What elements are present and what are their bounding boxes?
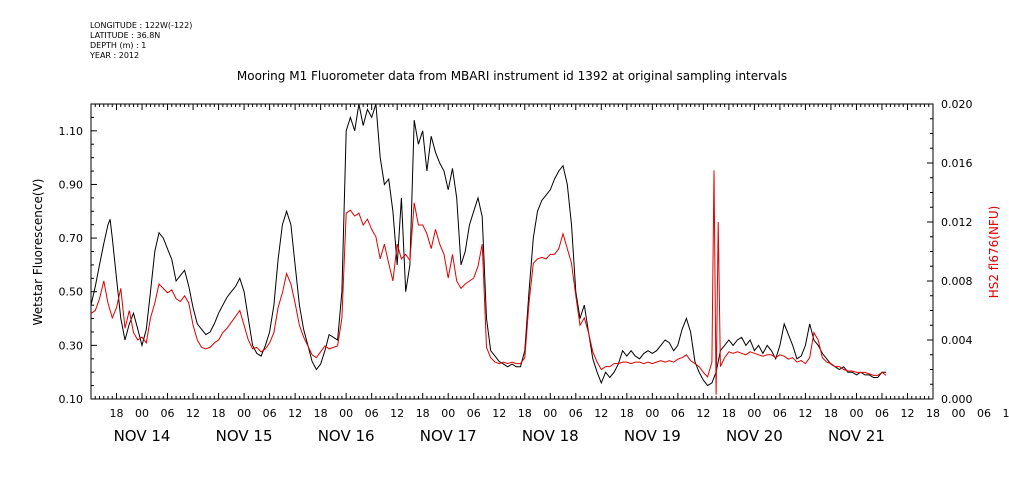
x-tick-label: 12 xyxy=(1003,407,1009,420)
x-tick-label: 18 xyxy=(926,407,940,420)
x-tick-label: 06 xyxy=(467,407,481,420)
x-tick-label: 06 xyxy=(977,407,991,420)
x-tick-label: 18 xyxy=(518,407,532,420)
y-left-tick-label: 0.10 xyxy=(59,393,84,406)
x-tick-label: 00 xyxy=(237,407,251,420)
x-tick-label: 00 xyxy=(849,407,863,420)
meta-latitude: LATITUDE : 36.8N xyxy=(90,31,161,40)
y-right-tick-label: 0.020 xyxy=(941,98,973,111)
x-tick-label: 12 xyxy=(186,407,200,420)
x-tick-label: 06 xyxy=(263,407,277,420)
x-tick-label: 18 xyxy=(416,407,430,420)
plot-frame xyxy=(90,103,934,400)
x-axis-labels: 18 00 06 12 18 00 06 12 18 00 06 12 18 00 06 12 18 00 06 12… xyxy=(110,407,1009,445)
x-tick-label: 18 xyxy=(212,407,226,420)
right-axis-labels: 0.000 0.004 0.008 0.012 0.016 0.020 xyxy=(941,98,973,406)
y-left-tick-label: 0.50 xyxy=(59,286,84,299)
x-tick-label: 00 xyxy=(543,407,557,420)
series-line-hs2 xyxy=(90,170,887,395)
x-tick-label: 18 xyxy=(110,407,124,420)
y-right-tick-label: 0.012 xyxy=(941,216,973,229)
y-left-tick-label: 0.90 xyxy=(59,178,84,191)
left-axis-title: Wetstar Fluorescence(V) xyxy=(31,179,45,326)
x-day-label: NOV 17 xyxy=(420,427,477,445)
x-day-label: NOV 20 xyxy=(726,427,783,445)
x-tick-label: 06 xyxy=(773,407,787,420)
x-tick-label: 06 xyxy=(365,407,379,420)
x-tick-label: 12 xyxy=(594,407,608,420)
meta-year: YEAR : 2012 xyxy=(90,51,140,60)
x-day-label: NOV 15 xyxy=(216,427,273,445)
x-tick-label: 12 xyxy=(390,407,404,420)
x-tick-label: 18 xyxy=(620,407,634,420)
y-right-tick-label: 0.004 xyxy=(941,334,973,347)
axis-ticks xyxy=(90,103,934,400)
right-axis-title: HS2 fl676(NFU) xyxy=(987,206,1001,299)
left-axis-labels: 0.10 0.30 0.50 0.70 0.90 1.10 xyxy=(59,125,84,406)
x-tick-label: 12 xyxy=(288,407,302,420)
x-tick-label: 18 xyxy=(314,407,328,420)
x-tick-label: 12 xyxy=(492,407,506,420)
x-day-label: NOV 14 xyxy=(114,427,171,445)
meta-longitude: LONGITUDE : 122W(-122) xyxy=(90,21,193,30)
y-right-tick-label: 0.008 xyxy=(941,275,973,288)
x-tick-label: 00 xyxy=(135,407,149,420)
x-tick-label: 12 xyxy=(900,407,914,420)
x-day-label: NOV 21 xyxy=(828,427,885,445)
chart-title: Mooring M1 Fluorometer data from MBARI i… xyxy=(237,69,787,83)
x-tick-label: 00 xyxy=(645,407,659,420)
y-left-tick-label: 1.10 xyxy=(59,125,84,138)
x-tick-label: 18 xyxy=(722,407,736,420)
y-right-tick-label: 0.000 xyxy=(941,393,973,406)
x-tick-label: 00 xyxy=(441,407,455,420)
x-tick-label: 06 xyxy=(671,407,685,420)
x-tick-label: 06 xyxy=(875,407,889,420)
x-tick-label: 12 xyxy=(696,407,710,420)
x-tick-label: 00 xyxy=(952,407,966,420)
x-tick-label: 06 xyxy=(161,407,175,420)
series-line-wetstar xyxy=(90,103,887,387)
metadata-block: LONGITUDE : 122W(-122) LATITUDE : 36.8N … xyxy=(90,21,192,61)
x-day-label: NOV 19 xyxy=(624,427,681,445)
x-tick-label: 00 xyxy=(339,407,353,420)
x-day-label: NOV 18 xyxy=(522,427,579,445)
x-day-label: NOV 16 xyxy=(318,427,375,445)
x-tick-label: 18 xyxy=(824,407,838,420)
y-right-tick-label: 0.016 xyxy=(941,157,973,170)
x-tick-label: 12 xyxy=(798,407,812,420)
x-tick-label: 00 xyxy=(747,407,761,420)
y-left-tick-label: 0.70 xyxy=(59,232,84,245)
meta-depth: DEPTH (m) : 1 xyxy=(90,41,147,50)
x-tick-label: 06 xyxy=(569,407,583,420)
y-left-tick-label: 0.30 xyxy=(59,339,84,352)
